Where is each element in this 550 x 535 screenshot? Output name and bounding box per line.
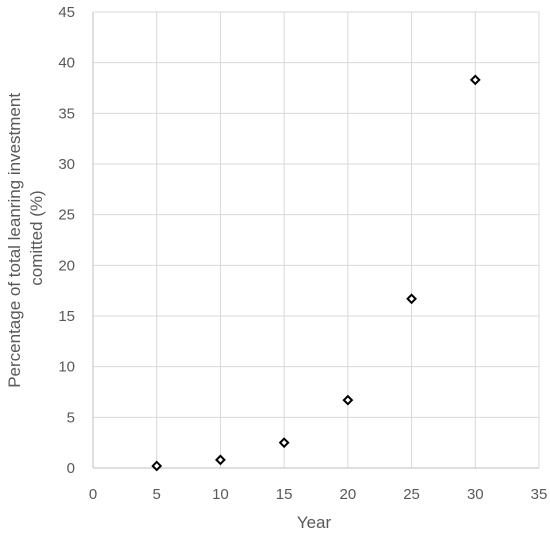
y-tick-label: 0 bbox=[67, 460, 75, 477]
x-tick-label: 25 bbox=[403, 486, 420, 503]
x-tick-label: 10 bbox=[212, 486, 229, 503]
y-axis-title-line-1: Percentage of total leanring investment bbox=[5, 93, 24, 388]
y-tick-label: 35 bbox=[58, 105, 75, 122]
y-tick-label: 30 bbox=[58, 156, 75, 173]
data-point bbox=[469, 74, 481, 86]
data-points bbox=[151, 74, 481, 472]
axes bbox=[92, 12, 539, 469]
x-tick-label: 15 bbox=[276, 486, 293, 503]
x-tick-label: 0 bbox=[89, 486, 97, 503]
data-point bbox=[215, 454, 226, 466]
y-tick-label: 15 bbox=[58, 308, 75, 325]
x-tick-label: 5 bbox=[153, 486, 161, 503]
tick-labels: 0 5 10 15 20 25 30 35 0 5 10 15 20 25 30 35 40 45 bbox=[58, 4, 547, 503]
y-axis-title-line-2: comitted (%) bbox=[27, 190, 46, 285]
y-tick-label: 20 bbox=[58, 257, 75, 274]
x-tick-label: 20 bbox=[340, 486, 357, 503]
y-tick-label: 10 bbox=[58, 359, 75, 376]
x-axis-title: Year bbox=[297, 513, 332, 532]
y-tick-label: 40 bbox=[58, 55, 75, 72]
x-tick-label: 35 bbox=[531, 486, 548, 503]
data-point bbox=[151, 460, 163, 472]
data-point bbox=[406, 293, 417, 305]
gridlines bbox=[92, 11, 540, 469]
data-point bbox=[278, 437, 290, 449]
y-tick-label: 45 bbox=[58, 4, 75, 21]
y-tick-label: 25 bbox=[58, 207, 75, 224]
x-tick-label: 30 bbox=[467, 486, 484, 503]
y-axis-title: Percentage of total leanring investment … bbox=[5, 88, 46, 388]
y-tick-label: 5 bbox=[67, 409, 75, 426]
data-point bbox=[342, 394, 354, 406]
